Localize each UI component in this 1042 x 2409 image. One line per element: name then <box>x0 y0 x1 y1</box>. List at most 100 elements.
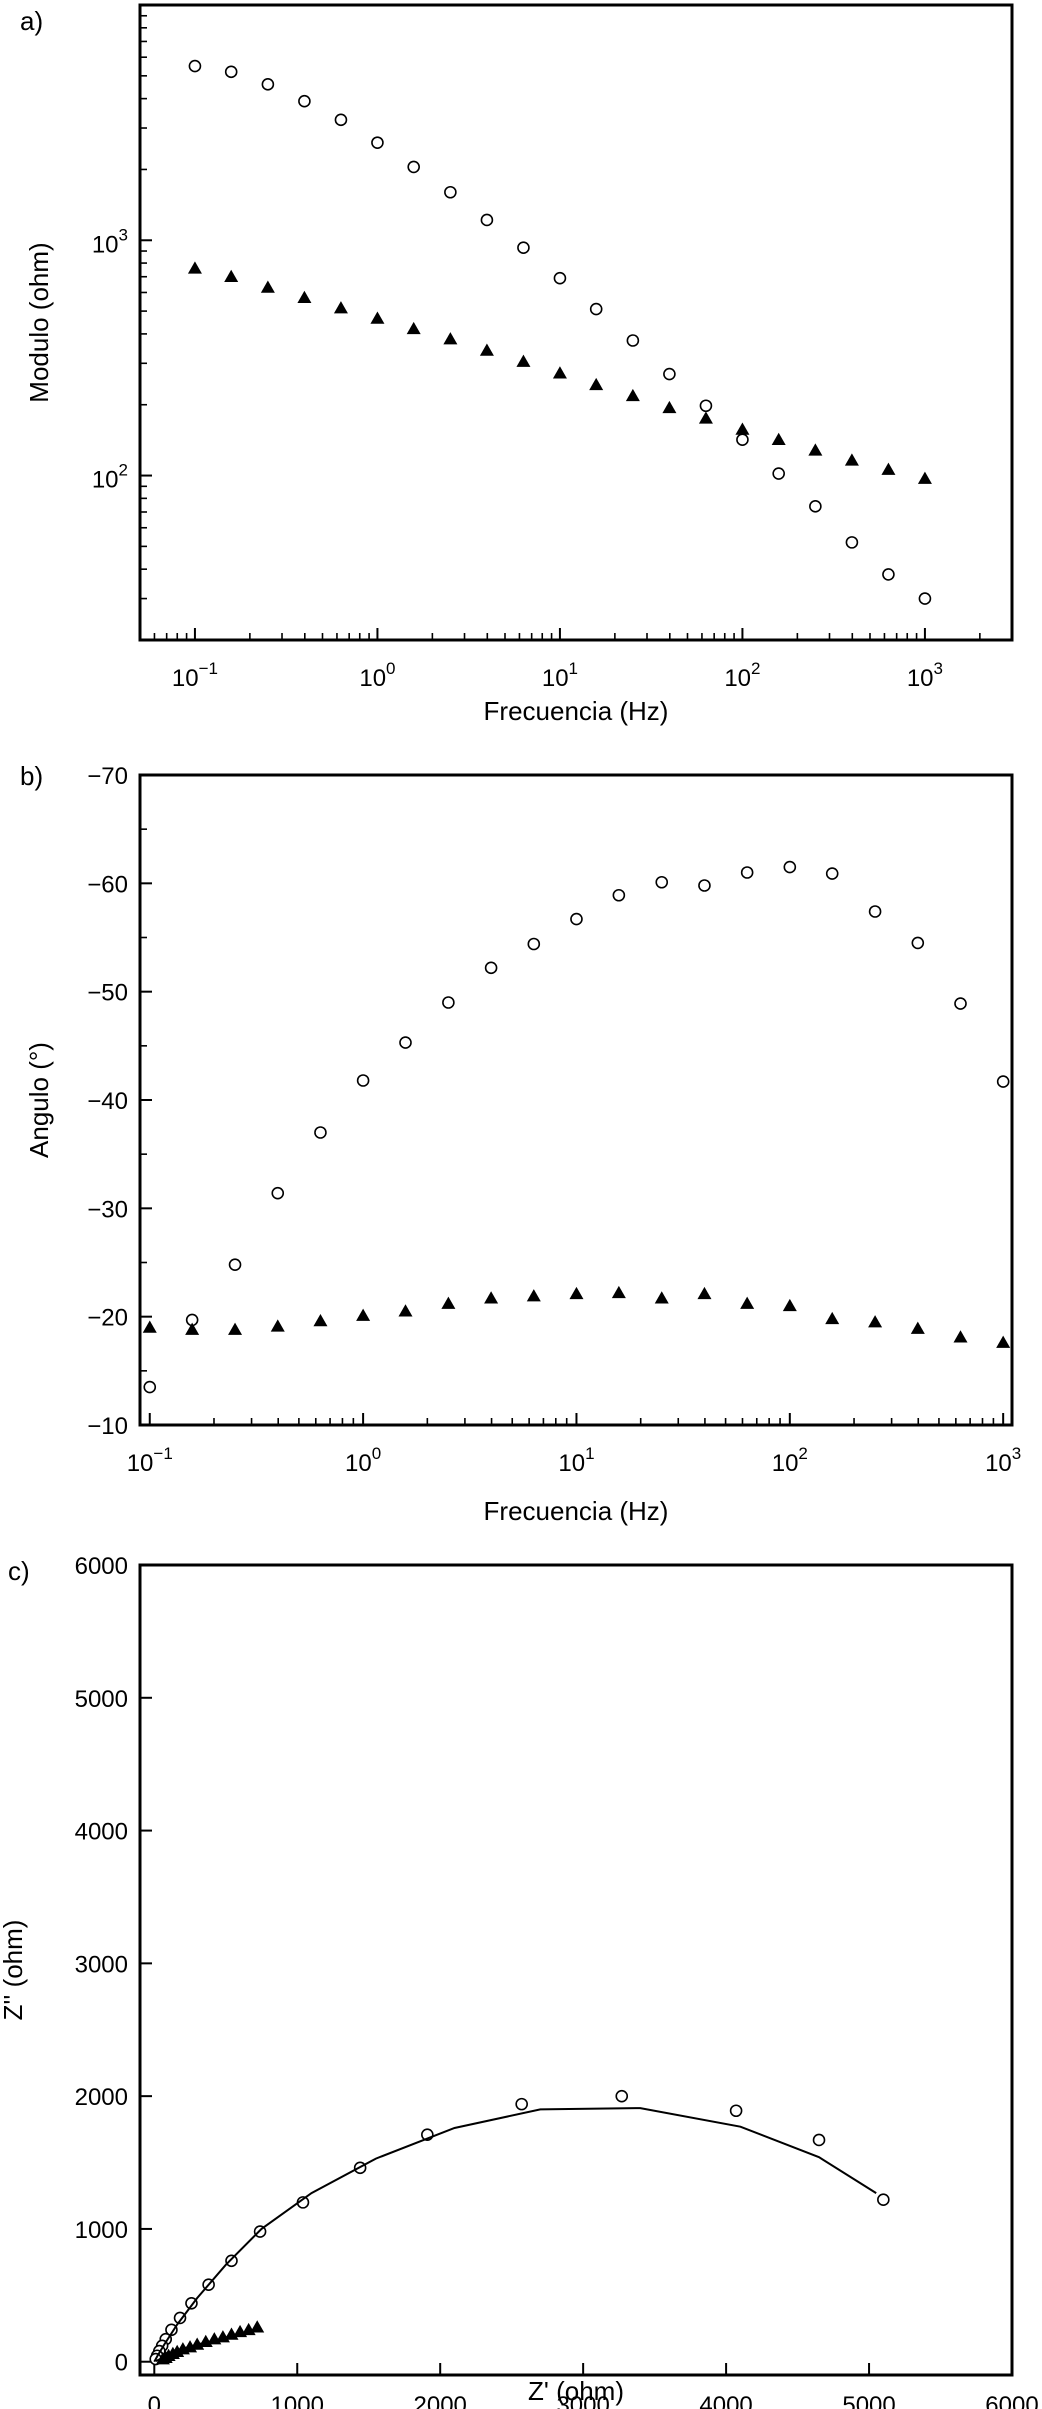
data-point-circle <box>484 961 498 975</box>
y-tick-label: 4000 <box>75 1819 128 1846</box>
data-point-triangle <box>241 2322 256 2336</box>
x-tick-label: 0 <box>148 2392 161 2409</box>
chart-panel-b: b) 10−1 100 101 102 103 −10 −20 −30 −40 −50 −60 −70 F… <box>20 761 1021 1526</box>
data-point-triangle <box>735 422 750 435</box>
data-point-triangle <box>996 1335 1011 1348</box>
data-point-circle <box>444 185 457 199</box>
y-tick-label: 0 <box>115 2350 128 2377</box>
y-tick-label: −70 <box>87 763 128 790</box>
data-point-circle <box>740 866 754 879</box>
x-tick-label: 100 <box>359 659 395 692</box>
data-point-triangle <box>654 1291 669 1304</box>
data-point-circle <box>298 94 311 108</box>
data-point-circle <box>772 467 785 480</box>
data-point-circle <box>845 536 859 549</box>
data-point-triangle <box>441 1296 456 1309</box>
data-point-circle <box>515 2097 528 2111</box>
data-point-triangle <box>228 1322 243 1335</box>
data-point-triangle <box>825 1311 840 1325</box>
data-point-circle <box>809 500 822 513</box>
data-point-circle <box>334 113 348 127</box>
data-point-triangle <box>356 1308 371 1321</box>
data-point-triangle <box>187 261 202 274</box>
x-tick-label: 103 <box>985 1444 1021 1477</box>
y-tick-label: 103 <box>92 225 128 258</box>
fit-line <box>153 2107 877 2363</box>
data-point-triangle <box>910 1321 925 1334</box>
data-point-triangle <box>589 377 604 391</box>
data-point-triangle <box>398 1304 413 1317</box>
data-point-triangle <box>297 290 312 303</box>
x-tick-label: 100 <box>345 1444 381 1477</box>
data-point-triangle <box>484 1291 499 1304</box>
x-tick-label: 3000 <box>556 2392 609 2409</box>
data-point-circle <box>271 1186 285 1200</box>
data-point-triangle <box>740 1296 755 1309</box>
data-point-circle <box>918 592 932 605</box>
data-point-triangle <box>142 1320 157 1333</box>
x-tick-label: 10−1 <box>172 659 218 692</box>
data-point-circle <box>371 136 384 149</box>
y-axis-label: Z'' (ohm) <box>0 1920 28 2021</box>
data-point-triangle <box>333 301 348 314</box>
data-point-circle <box>517 241 530 254</box>
y-tick-label: 6000 <box>75 1553 128 1580</box>
x-axis-label: Frecuencia (Hz) <box>484 696 669 726</box>
data-point-circle <box>698 879 711 892</box>
data-point-triangle <box>881 462 896 475</box>
x-tick-label: 102 <box>772 1444 808 1477</box>
data-point-circle <box>882 568 895 581</box>
data-point-triangle <box>782 1298 797 1312</box>
panel-label: c) <box>8 1556 30 1586</box>
data-point-circle <box>228 1258 242 1271</box>
data-point-triangle <box>662 400 677 414</box>
data-point-circle <box>224 65 238 79</box>
data-point-triangle <box>443 332 458 345</box>
data-point-triangle <box>844 453 859 466</box>
data-point-triangle <box>260 280 275 293</box>
data-point-triangle <box>516 354 531 367</box>
data-point-circle <box>729 2104 743 2118</box>
y-axis-label: Angulo (°) <box>24 1042 54 1158</box>
data-point-triangle <box>479 343 494 356</box>
data-point-triangle <box>370 311 385 324</box>
x-tick-label: 2000 <box>414 2392 467 2409</box>
x-tick-label: 102 <box>724 659 760 692</box>
data-point-triangle <box>808 443 823 456</box>
data-point-circle <box>314 1126 327 1139</box>
data-point-circle <box>553 271 567 285</box>
data-point-circle <box>356 1074 370 1087</box>
data-point-circle <box>188 59 202 73</box>
data-point-circle <box>877 2193 890 2207</box>
y-axis-label: Modulo (ohm) <box>24 242 54 402</box>
data-point-circle <box>996 1075 1010 1088</box>
data-point-circle <box>143 1380 157 1394</box>
data-point-circle <box>442 996 455 1009</box>
y-tick-label: 1000 <box>75 2217 128 2244</box>
y-tick-label: 2000 <box>75 2084 128 2111</box>
data-point-triangle <box>771 432 786 445</box>
data-point-triangle <box>868 1315 883 1328</box>
data-point-circle <box>699 399 713 413</box>
panel-label: a) <box>20 6 43 36</box>
data-point-circle <box>570 912 583 926</box>
y-tick-label: −60 <box>87 871 128 898</box>
data-point-triangle <box>953 1330 968 1343</box>
fit-line <box>155 2332 252 2363</box>
plot-frame <box>138 1563 1014 2377</box>
data-point-circle <box>663 367 676 381</box>
x-axis-label: Frecuencia (Hz) <box>484 1496 669 1526</box>
data-point-circle <box>225 2254 238 2268</box>
y-tick-label: −20 <box>87 1305 128 1332</box>
data-point-circle <box>812 2133 826 2147</box>
data-point-triangle <box>406 321 421 335</box>
data-point-triangle <box>313 1314 328 1327</box>
data-point-triangle <box>250 2320 265 2333</box>
x-tick-label: 4000 <box>699 2392 752 2409</box>
data-point-circle <box>615 2089 629 2103</box>
y-tick-label: −50 <box>87 980 128 1007</box>
data-point-circle <box>165 2323 178 2337</box>
y-tick-label: −30 <box>87 1196 128 1223</box>
data-point-circle <box>261 78 275 91</box>
plot-frame <box>138 3 1014 642</box>
